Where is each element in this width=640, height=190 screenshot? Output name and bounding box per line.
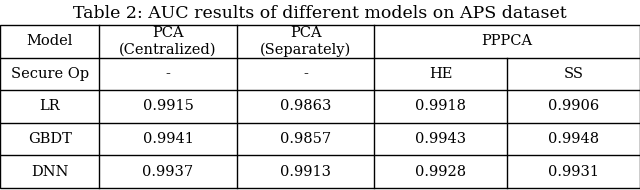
Text: -: - [166,67,170,81]
Text: PCA
(Separately): PCA (Separately) [260,26,351,57]
Text: Table 2: AUC results of different models on APS dataset: Table 2: AUC results of different models… [73,5,567,21]
Text: DNN: DNN [31,165,68,179]
Text: 0.9918: 0.9918 [415,100,467,113]
Text: SS: SS [564,67,584,81]
Text: LR: LR [39,100,60,113]
Text: Secure Op: Secure Op [10,67,89,81]
Bar [0,25,640,188]
Text: 0.9857: 0.9857 [280,132,331,146]
Text: 0.9931: 0.9931 [548,165,599,179]
Text: 0.9937: 0.9937 [143,165,193,179]
Text: 0.9948: 0.9948 [548,132,599,146]
Text: -: - [303,67,308,81]
Text: 0.9928: 0.9928 [415,165,467,179]
Text: PCA
(Centralized): PCA (Centralized) [119,26,217,56]
Text: 0.9941: 0.9941 [143,132,193,146]
Text: 0.9943: 0.9943 [415,132,467,146]
Text: 0.9913: 0.9913 [280,165,331,179]
Text: PPPCA: PPPCA [482,34,532,48]
Text: HE: HE [429,67,452,81]
Text: Model: Model [26,34,73,48]
Text: 0.9906: 0.9906 [548,100,599,113]
Text: GBDT: GBDT [28,132,72,146]
Text: 0.9915: 0.9915 [143,100,193,113]
Text: 0.9863: 0.9863 [280,100,332,113]
